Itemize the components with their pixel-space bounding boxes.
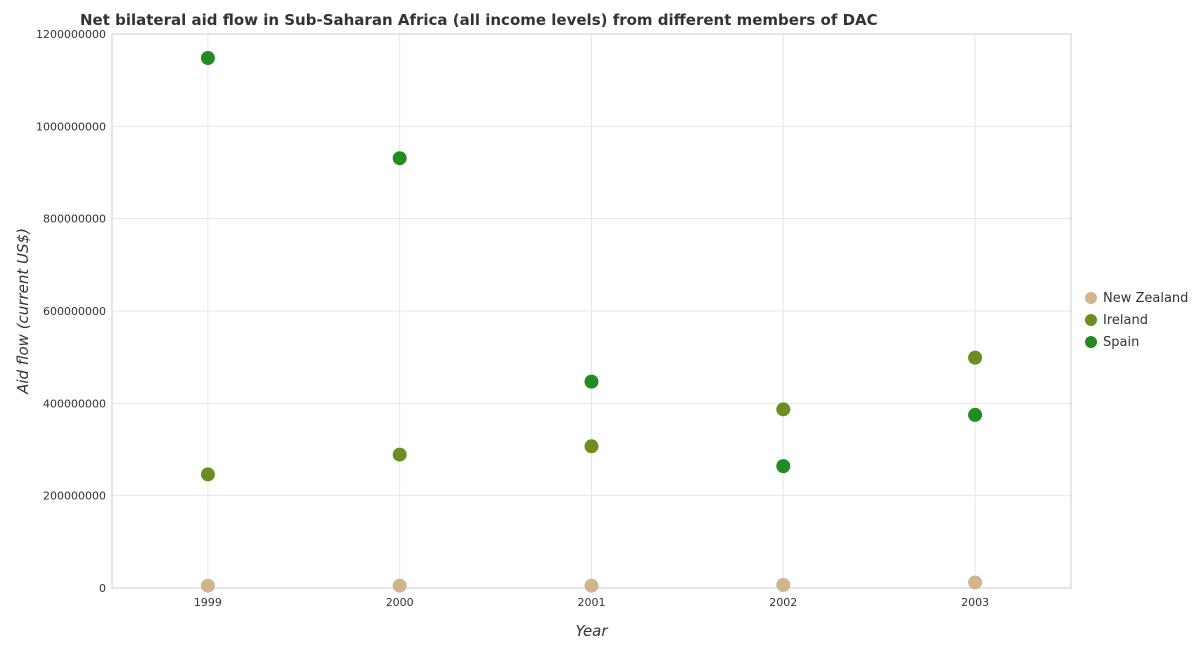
x-axis-title: Year <box>575 622 608 640</box>
chart-title: Net bilateral aid flow in Sub-Saharan Af… <box>80 11 878 29</box>
y-tick-label: 800000000 <box>43 213 106 226</box>
x-tick-label: 2000 <box>386 596 414 609</box>
legend-label-spain: Spain <box>1103 335 1139 350</box>
legend-marker-new-zealand <box>1085 292 1097 304</box>
ireland-point <box>968 350 983 365</box>
ireland-point <box>392 447 407 462</box>
legend-label-new-zealand: New Zealand <box>1103 291 1188 306</box>
legend-marker-spain <box>1085 336 1097 348</box>
spain-point <box>392 151 407 166</box>
new-zealand-point <box>392 578 407 593</box>
new-zealand-point <box>200 578 215 593</box>
ireland-point <box>776 402 791 417</box>
y-axis-title: Aid flow (current US$) <box>14 228 32 395</box>
gridlines <box>112 33 1071 589</box>
y-tick-label: 600000000 <box>43 305 106 318</box>
ireland-point <box>584 439 599 454</box>
new-zealand-point <box>584 578 599 593</box>
x-tick-label: 2001 <box>578 596 606 609</box>
spain-point <box>584 374 599 389</box>
legend-label-ireland: Ireland <box>1103 313 1148 328</box>
y-tick-label: 400000000 <box>43 397 106 410</box>
x-tick-label: 2002 <box>769 596 797 609</box>
y-tick-label: 1200000000 <box>36 28 106 41</box>
x-tick-label: 2003 <box>961 596 989 609</box>
y-tick-label: 1000000000 <box>36 120 106 133</box>
legend: New Zealand Ireland Spain <box>1085 291 1188 350</box>
spain-point <box>968 407 983 422</box>
ireland-point <box>200 467 215 482</box>
y-tick-label: 200000000 <box>43 490 106 503</box>
data-points <box>200 51 983 593</box>
x-tick-label: 1999 <box>194 596 222 609</box>
new-zealand-point <box>776 577 791 592</box>
new-zealand-point <box>968 575 983 590</box>
spain-point <box>776 459 791 474</box>
legend-marker-ireland <box>1085 314 1097 326</box>
spain-point <box>200 51 215 66</box>
y-tick-label: 0 <box>99 582 106 595</box>
x-axis-ticks: 1999 2000 2001 2002 2003 <box>194 596 989 609</box>
y-axis-ticks: 0 200000000 400000000 600000000 800000000 100… <box>36 28 106 595</box>
